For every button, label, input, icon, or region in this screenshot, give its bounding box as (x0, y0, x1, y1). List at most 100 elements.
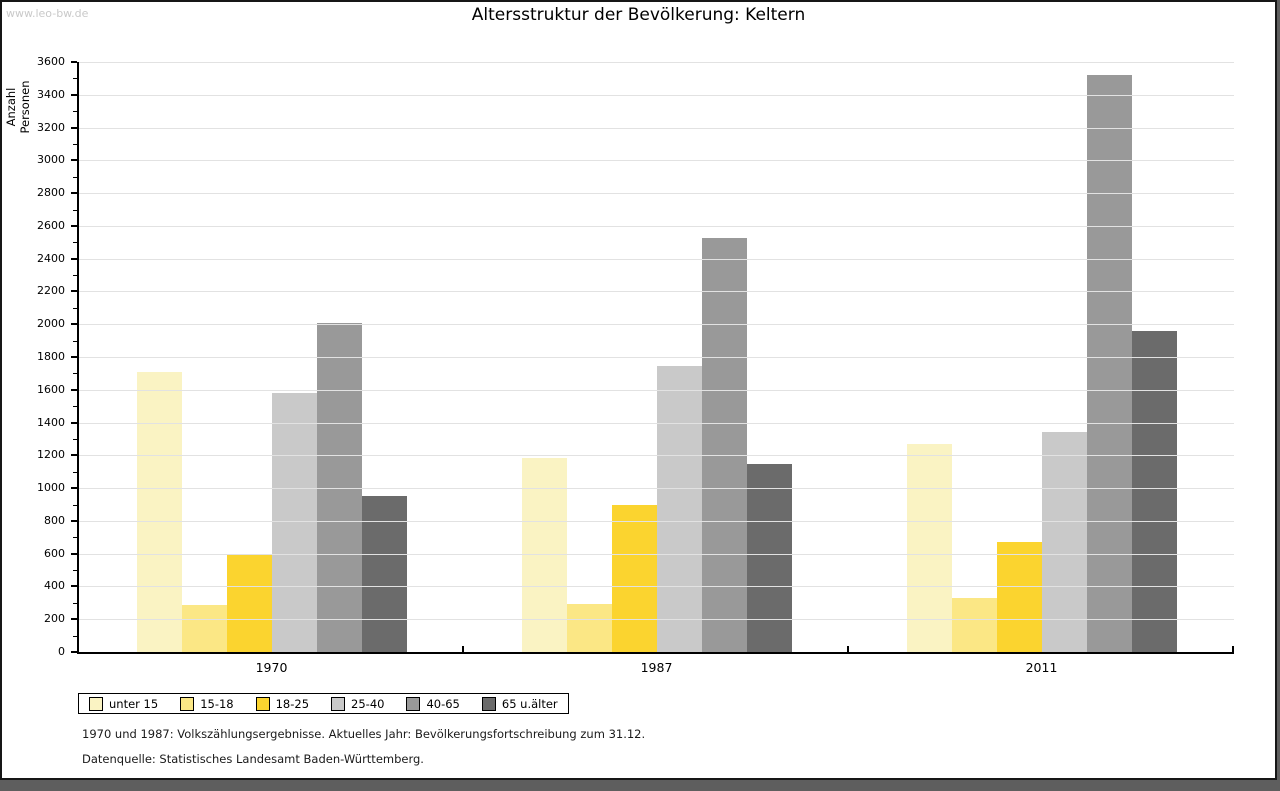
y-axis-tick-label: 2600 (37, 218, 65, 232)
y-axis-major-tick (71, 519, 77, 522)
y-axis-tick-label: 3400 (37, 87, 65, 101)
y-axis-major-tick (71, 126, 77, 129)
gridline (79, 619, 1234, 621)
legend-swatch (331, 696, 346, 711)
y-axis-minor-tick (73, 111, 77, 113)
y-axis-major-tick (71, 421, 77, 424)
y-axis-minor-tick (73, 176, 77, 178)
bar-unter-15 (906, 443, 952, 652)
gridline (79, 62, 1234, 63)
y-axis-tick-label: 3200 (37, 120, 65, 134)
y-axis-minor-tick (73, 143, 77, 145)
gridline (79, 422, 1234, 424)
bar-65-u.älter (1131, 330, 1177, 652)
x-axis-separator-tick (847, 646, 849, 652)
legend-item: 40-65 (406, 696, 460, 711)
y-axis-tick-label: 1600 (37, 382, 65, 396)
y-axis-tick-label: 200 (44, 612, 65, 626)
bar-15-18 (951, 597, 997, 652)
footnote-data-source: Datenquelle: Statistisches Landesamt Bad… (82, 752, 424, 766)
y-axis-major-tick (71, 224, 77, 227)
y-axis-major-tick (71, 388, 77, 391)
legend-swatch (180, 696, 195, 711)
y-axis-major-tick (71, 552, 77, 555)
bar-25-40 (1041, 432, 1087, 652)
legend-swatch (89, 696, 103, 711)
bar-65-u.älter (746, 464, 792, 652)
x-axis-label: 1987 (640, 660, 673, 675)
y-axis-minor-tick (73, 537, 77, 539)
legend-label: 65 u.älter (501, 696, 558, 711)
chart-title: Altersstruktur der Bevölkerung: Keltern (471, 5, 806, 25)
gridline (79, 553, 1234, 555)
x-axis-label: 1970 (255, 660, 288, 675)
y-axis-minor-tick (73, 438, 77, 440)
legend-item: 65 u.älter (481, 696, 558, 711)
bar-40-65 (316, 322, 362, 652)
gridline (79, 389, 1234, 391)
y-axis-tick-label: 3000 (37, 153, 65, 167)
y-axis-minor-tick (73, 307, 77, 309)
legend-swatch (481, 696, 496, 711)
y-axis-major-tick (71, 487, 77, 490)
gridline (79, 127, 1234, 129)
bar-unter-15 (136, 371, 182, 652)
legend-item: 18-25 (255, 696, 310, 711)
bar-group-2011 (849, 62, 1234, 652)
bar-15-18 (181, 604, 227, 652)
legend-label: 15-18 (200, 696, 234, 711)
y-axis-minor-tick (73, 406, 77, 408)
y-axis-minor-tick (73, 635, 77, 637)
x-axis-separator-tick (1232, 646, 1234, 652)
bar-group-1987 (464, 62, 849, 652)
y-axis-minor-tick (73, 602, 77, 604)
legend-swatch (406, 696, 421, 711)
y-axis-tick-label: 600 (44, 546, 65, 560)
plot-area: 0 200 400 600 800 1000 1200 1400 1600 1800 2000 220… (37, 55, 1234, 675)
y-axis-tick-label: 3600 (37, 55, 65, 68)
y-axis-major-tick (71, 192, 77, 195)
gridline (79, 94, 1234, 96)
y-axis-major-tick (71, 356, 77, 358)
gridline (79, 225, 1234, 227)
y-axis-tick-label: 0 (58, 645, 65, 658)
legend-label: 25-40 (351, 696, 385, 711)
y-axis-minor-tick (73, 242, 77, 244)
y-axis-major-tick (71, 257, 77, 260)
y-axis-major-tick (71, 61, 77, 63)
bar-40-65 (1086, 75, 1132, 652)
x-axis-separator-tick (462, 646, 464, 652)
y-axis-minor-tick (73, 78, 77, 80)
legend-label: 40-65 (426, 696, 460, 711)
x-axis-label: 2011 (1025, 660, 1058, 675)
y-axis-title: Anzahl Personen (4, 80, 32, 134)
y-axis-minor-tick (73, 209, 77, 211)
watermark: www.leo-bw.de (6, 7, 89, 20)
bar-65-u.älter (361, 496, 407, 652)
y-axis-major-tick (71, 585, 77, 588)
y-axis-minor-tick (73, 504, 77, 506)
gridline (79, 520, 1234, 522)
y-axis-major-tick (71, 159, 77, 162)
bar-18-25 (611, 504, 657, 652)
bar-18-25 (996, 542, 1042, 652)
bar-unter-15 (521, 457, 567, 652)
gridline (79, 586, 1234, 588)
y-axis-tick-label: 1000 (37, 481, 65, 495)
legend-item: 15-18 (180, 696, 234, 711)
gridline (79, 193, 1234, 195)
y-axis-tick-label: 2400 (37, 251, 65, 265)
legend-label: 18-25 (275, 696, 310, 711)
y-axis-tick-label: 1400 (37, 415, 65, 429)
gridline (79, 324, 1234, 326)
gridline (79, 258, 1234, 260)
bar-25-40 (656, 366, 702, 652)
y-axis-minor-tick (73, 570, 77, 572)
bar-18-25 (226, 553, 272, 652)
y-axis-tick-label: 2800 (37, 186, 65, 200)
gridline (79, 291, 1234, 293)
y-axis-tick-label: 2200 (37, 284, 65, 298)
bar-group-1970 (79, 62, 464, 652)
y-axis-major-tick (71, 93, 77, 96)
gridline (79, 488, 1234, 490)
